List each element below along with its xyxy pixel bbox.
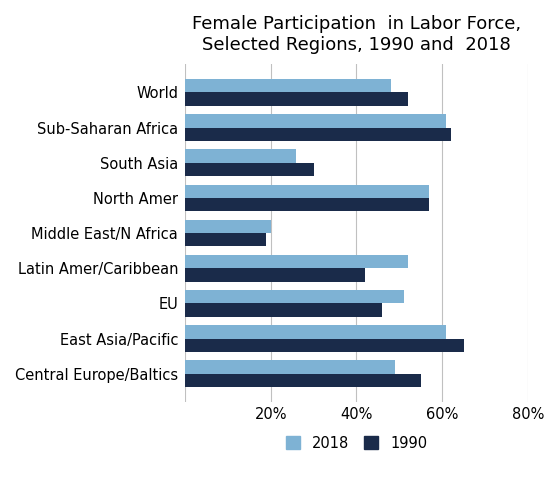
Bar — [185, 373, 421, 387]
Bar — [185, 338, 463, 352]
Bar — [185, 303, 382, 317]
Bar — [185, 360, 395, 373]
Legend: 2018, 1990: 2018, 1990 — [280, 430, 433, 457]
Bar — [185, 325, 447, 338]
Bar — [185, 255, 408, 268]
Bar — [185, 290, 404, 303]
Bar — [185, 79, 391, 92]
Bar — [185, 127, 451, 141]
Bar — [185, 163, 314, 176]
Bar — [185, 233, 267, 247]
Title: Female Participation  in Labor Force,
Selected Regions, 1990 and  2018: Female Participation in Labor Force, Sel… — [192, 15, 521, 54]
Bar — [185, 185, 429, 198]
Bar — [185, 198, 429, 211]
Bar — [185, 268, 365, 282]
Bar — [185, 114, 447, 127]
Bar — [185, 149, 296, 163]
Bar — [185, 220, 271, 233]
Bar — [185, 92, 408, 106]
